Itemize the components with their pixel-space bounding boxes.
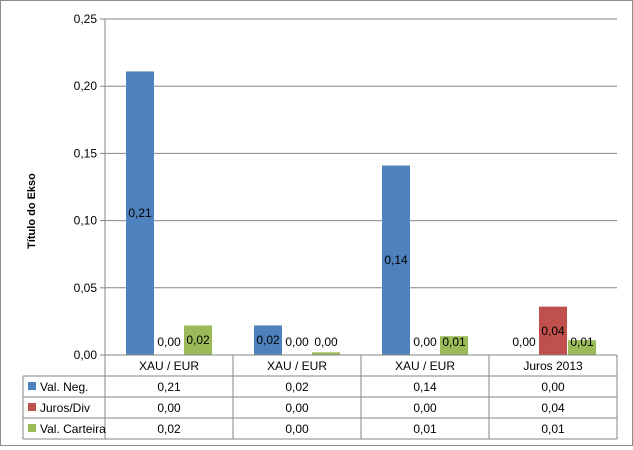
table-cell: 0,00 — [413, 401, 437, 415]
data-label: 0,02 — [256, 333, 280, 347]
data-label: 0,00 — [512, 335, 536, 349]
y-tick-label: 0,00 — [74, 348, 98, 362]
y-tick-label: 0,20 — [74, 79, 98, 93]
bar-labels: 0,21 0,00 0,02 0,02 0,00 0,00 0,14 0,00 0,01 0,00… — [128, 206, 594, 349]
legend-key — [28, 424, 36, 432]
y-tick-label: 0,15 — [74, 146, 98, 160]
data-label: 0,00 — [157, 335, 181, 349]
bar — [184, 325, 212, 355]
y-tick-label: 0,10 — [74, 214, 98, 228]
bar — [539, 306, 567, 355]
data-label: 0,01 — [442, 335, 466, 349]
data-label: 0,00 — [285, 335, 309, 349]
y-tick-label: 0,25 — [74, 12, 98, 26]
table-cell: 0,04 — [541, 401, 565, 415]
table-cell: 0,02 — [157, 422, 181, 436]
data-table: XAU / EUR XAU / EUR XAU / EUR Juros 2013 Val… — [22, 354, 618, 440]
category-label: XAU / EUR — [267, 359, 327, 373]
table-cell: 0,14 — [413, 380, 437, 394]
y-axis-label: Título do Ekso — [26, 173, 38, 249]
table-cell: 0,02 — [285, 380, 309, 394]
table-cell: 0,00 — [541, 380, 565, 394]
table-cell: 0,01 — [541, 422, 565, 436]
data-label: 0,02 — [186, 333, 210, 347]
bar — [568, 340, 596, 355]
table-cell: 0,01 — [413, 422, 437, 436]
bar — [382, 165, 410, 355]
table-cell: 0,21 — [157, 380, 181, 394]
category-label: Juros 2013 — [523, 359, 583, 373]
table-cell: 0,00 — [285, 401, 309, 415]
category-label: XAU / EUR — [395, 359, 455, 373]
data-label: 0,04 — [541, 324, 565, 338]
category-label: XAU / EUR — [139, 359, 199, 373]
data-label: 0,14 — [384, 253, 408, 267]
data-label: 0,01 — [570, 335, 594, 349]
y-tick-label: 0,05 — [74, 281, 98, 295]
data-label: 0,00 — [413, 335, 437, 349]
table-cell: 0,00 — [285, 422, 309, 436]
bars — [126, 71, 596, 355]
table-cell: 0,00 — [157, 401, 181, 415]
legend-key — [28, 403, 36, 411]
data-label: 0,00 — [314, 335, 338, 349]
bar — [254, 325, 282, 355]
legend-entry: Val. Carteira — [40, 422, 106, 436]
legend-key — [28, 382, 36, 390]
gridlines — [100, 18, 617, 356]
bar — [312, 352, 340, 355]
data-label: 0,21 — [128, 206, 152, 220]
bar — [126, 71, 154, 355]
legend-entry: Val. Neg. — [40, 380, 88, 394]
bar — [440, 336, 468, 355]
y-ticks: 0,00 0,05 0,10 0,15 0,20 0,25 — [74, 12, 98, 362]
legend-entry: Juros/Div — [40, 401, 90, 415]
